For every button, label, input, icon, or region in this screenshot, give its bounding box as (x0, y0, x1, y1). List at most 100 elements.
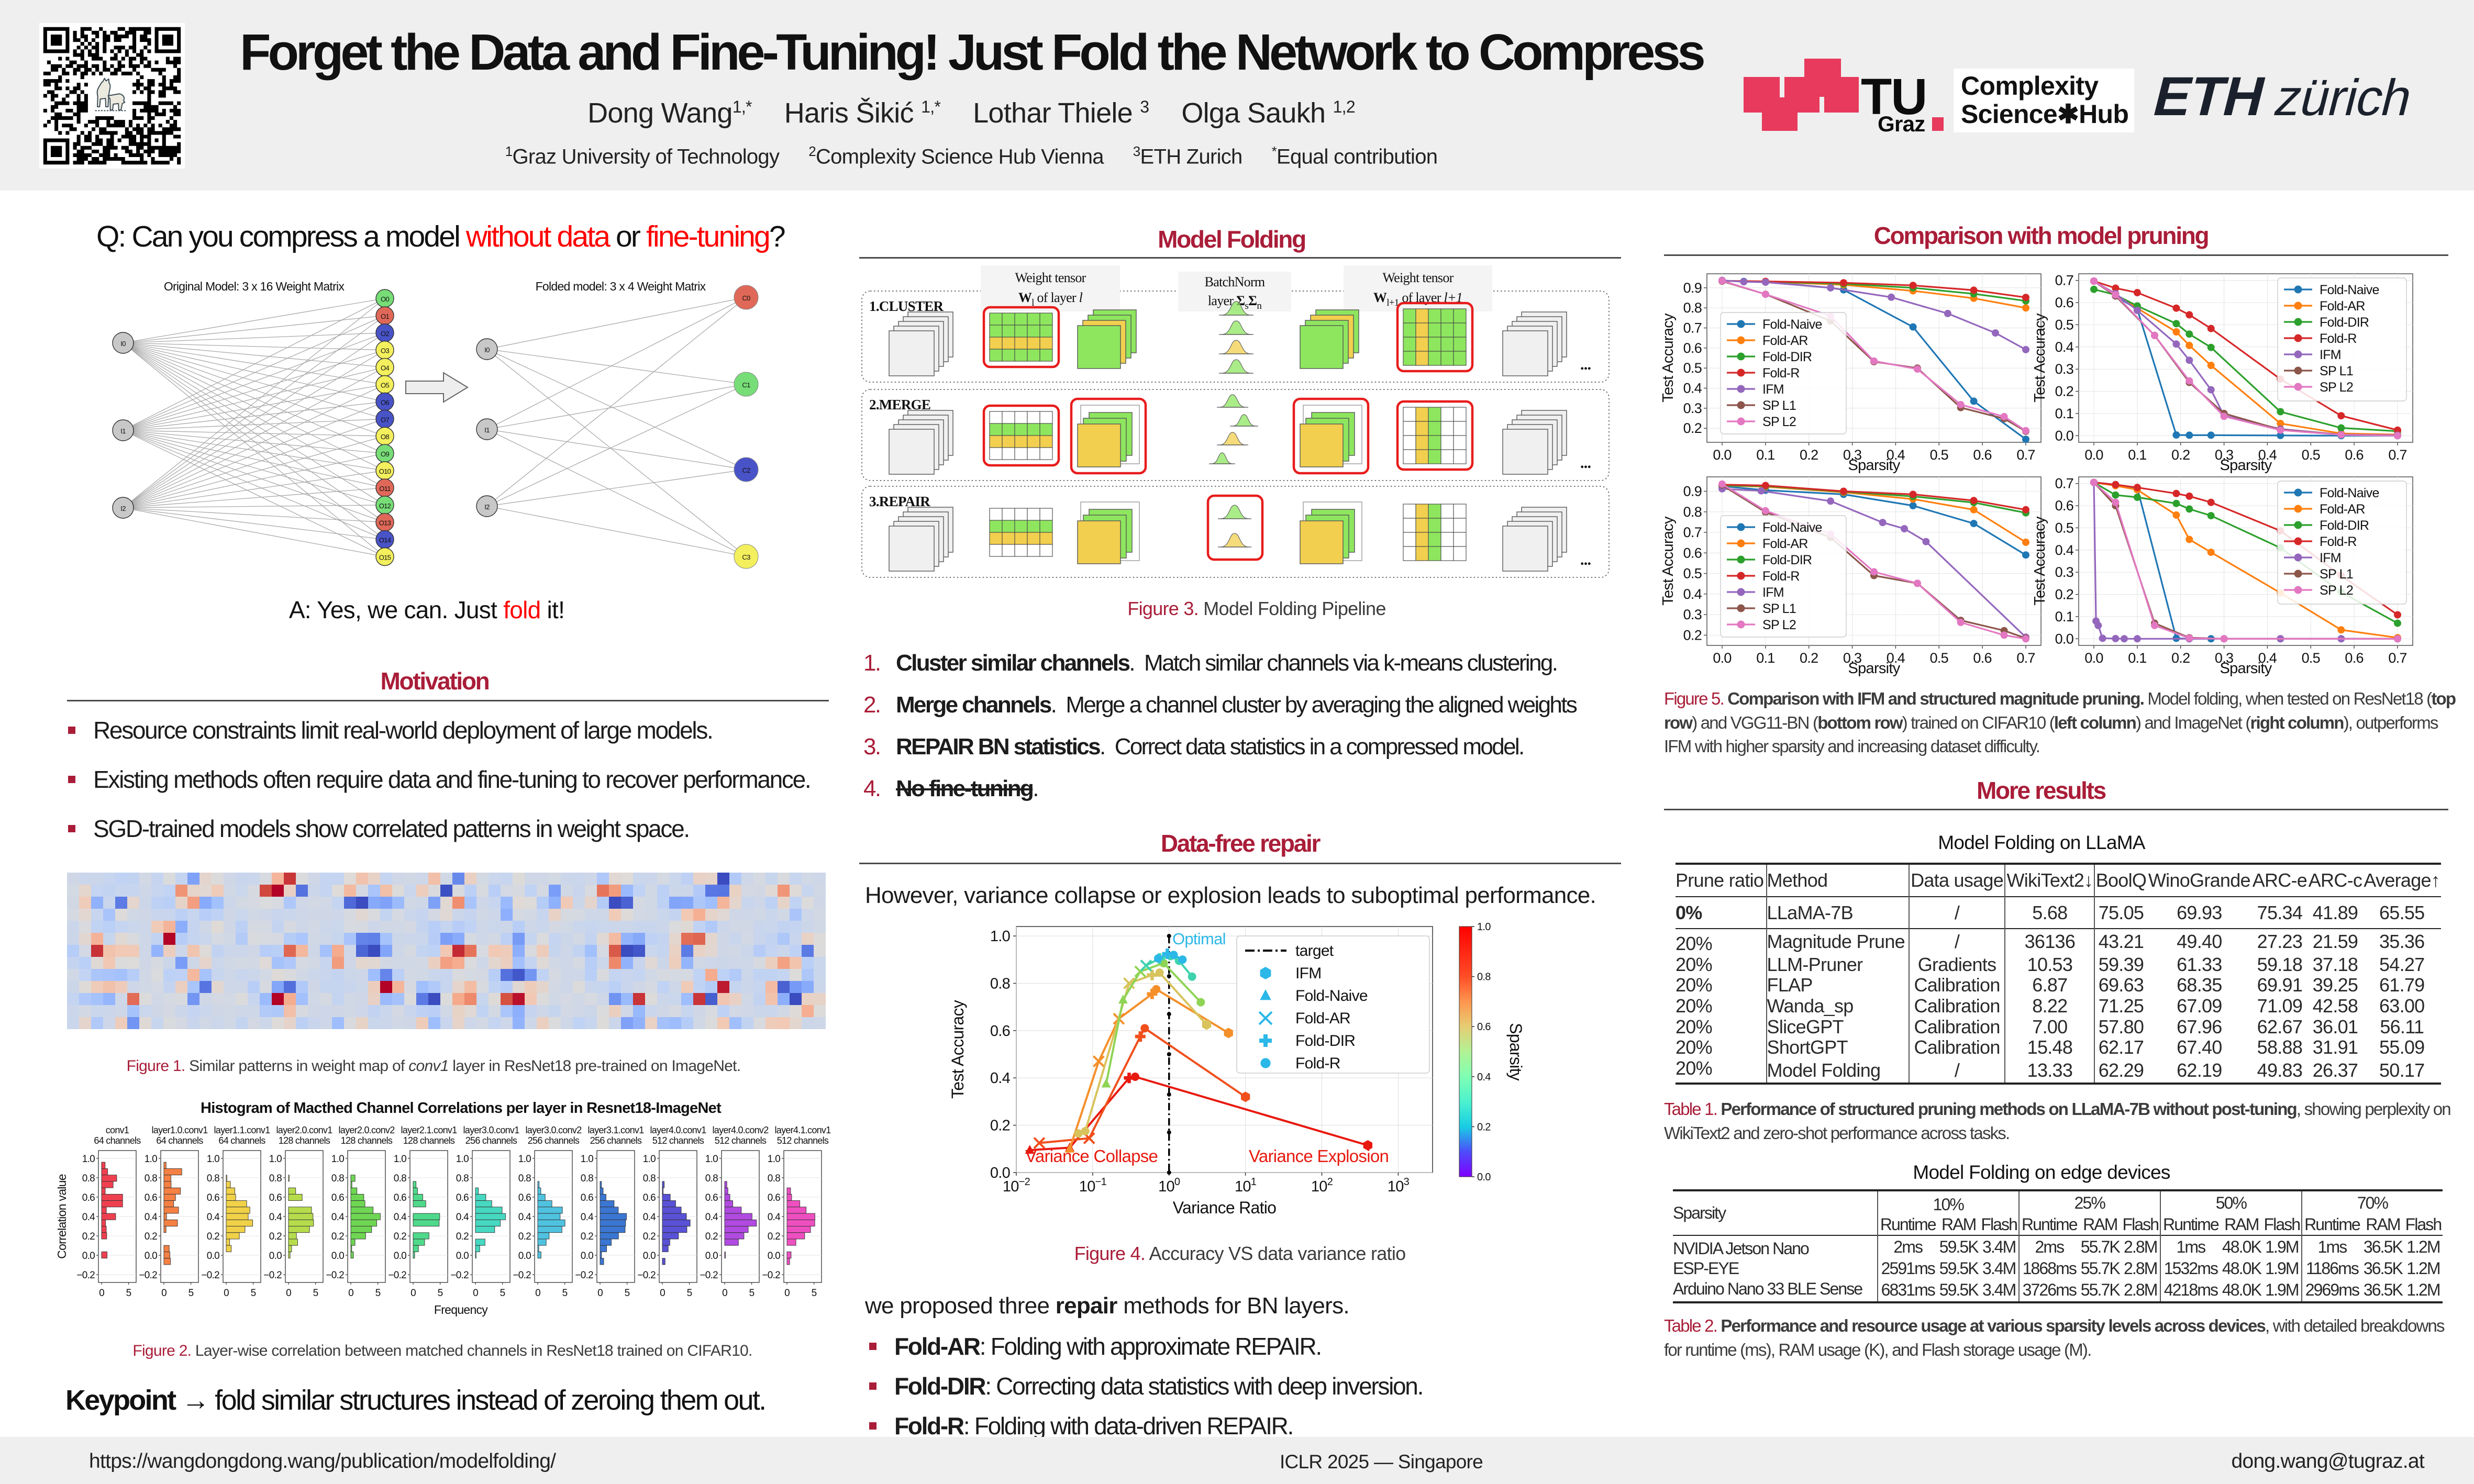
svg-text:...: ... (1580, 551, 1591, 568)
svg-text:Test Accuracy: Test Accuracy (1660, 313, 1677, 403)
svg-text:0.5: 0.5 (1930, 447, 1948, 463)
svg-text:0.0: 0.0 (2084, 650, 2103, 666)
svg-text:1.0: 1.0 (394, 1154, 406, 1165)
svg-text:0.7: 0.7 (2388, 650, 2406, 666)
svg-text:0: 0 (784, 1288, 790, 1299)
svg-text:I0: I0 (484, 346, 490, 354)
svg-text:O3: O3 (381, 347, 389, 355)
svg-text:10−2: 10−2 (1003, 1176, 1030, 1195)
svg-text:layer3.0.conv1: layer3.0.conv1 (463, 1125, 520, 1135)
svg-text:0.2: 0.2 (207, 1231, 219, 1242)
svg-text:SP L2: SP L2 (2320, 583, 2353, 598)
svg-text:Fold-R: Fold-R (2320, 534, 2357, 549)
svg-text:O11: O11 (379, 485, 391, 493)
svg-text:Fold-R: Fold-R (1762, 569, 1800, 584)
svg-text:0.2: 0.2 (456, 1231, 469, 1242)
svg-text:IFM: IFM (1762, 382, 1784, 397)
svg-text:O7: O7 (381, 416, 389, 423)
svg-text:0.6: 0.6 (2055, 295, 2073, 310)
svg-text:101: 101 (1235, 1176, 1257, 1195)
svg-text:Complexity: Complexity (1961, 71, 2099, 101)
svg-text:0.4: 0.4 (518, 1212, 531, 1223)
svg-text:0.4: 0.4 (145, 1212, 158, 1223)
svg-text:1.0: 1.0 (269, 1154, 282, 1165)
svg-text:0: 0 (161, 1288, 167, 1299)
svg-text:0.7: 0.7 (1683, 320, 1702, 336)
svg-text:0.2: 0.2 (2055, 587, 2073, 602)
svg-text:0.8: 0.8 (581, 1173, 593, 1184)
svg-text:100: 100 (1158, 1176, 1180, 1195)
svg-text:0.6: 0.6 (990, 1023, 1010, 1040)
svg-text:0.3: 0.3 (2055, 564, 2073, 580)
svg-text:1.0: 1.0 (768, 1154, 780, 1165)
svg-text:Sparsity: Sparsity (2220, 660, 2272, 677)
svg-text:Fold-AR: Fold-AR (2320, 502, 2365, 517)
svg-text:−0.2: −0.2 (76, 1270, 95, 1281)
svg-text:Fold-AR: Fold-AR (1762, 333, 1808, 348)
svg-text:Fold-DIR: Fold-DIR (1295, 1032, 1355, 1050)
svg-text:I1: I1 (484, 426, 490, 434)
svg-text:SP L1: SP L1 (1762, 601, 1796, 616)
svg-text:0.6: 0.6 (581, 1192, 593, 1203)
svg-text:1.CLUSTER: 1.CLUSTER (869, 298, 944, 314)
svg-text:0.1: 0.1 (2055, 609, 2073, 624)
svg-text:Fold-AR: Fold-AR (2320, 299, 2365, 314)
svg-text:3.REPAIR: 3.REPAIR (869, 494, 930, 509)
svg-text:5: 5 (812, 1288, 817, 1299)
svg-text:0.3: 0.3 (1683, 400, 1702, 416)
svg-text:−0.2: −0.2 (263, 1270, 282, 1281)
svg-text:O6: O6 (381, 398, 389, 406)
svg-text:0.3: 0.3 (1843, 650, 1861, 666)
svg-text:0: 0 (597, 1288, 603, 1299)
svg-text:0.4: 0.4 (1887, 650, 1905, 666)
svg-text:Science✱Hub: Science✱Hub (1961, 99, 2128, 129)
svg-text:I1: I1 (120, 427, 126, 435)
svg-text:0.4: 0.4 (456, 1212, 469, 1223)
svg-text:0.8: 0.8 (1683, 300, 1702, 316)
svg-text:0: 0 (286, 1288, 291, 1299)
svg-text:layer2.0.conv2: layer2.0.conv2 (339, 1125, 395, 1135)
svg-text:1.0: 1.0 (456, 1154, 469, 1165)
svg-text:layer3.1.conv1: layer3.1.conv1 (588, 1125, 645, 1135)
svg-text:0.4: 0.4 (1683, 381, 1702, 396)
svg-text:64 channels: 64 channels (156, 1135, 203, 1146)
svg-text:0.2: 0.2 (394, 1231, 406, 1242)
svg-text:I0: I0 (120, 340, 126, 348)
svg-text:0: 0 (660, 1288, 665, 1299)
svg-text:0.9: 0.9 (1683, 484, 1702, 499)
svg-text:0.6: 0.6 (1477, 1021, 1491, 1033)
svg-text:0.4: 0.4 (2055, 339, 2074, 355)
svg-text:...: ... (1580, 356, 1591, 373)
svg-text:SP L1: SP L1 (2320, 364, 2353, 378)
svg-text:0.8: 0.8 (768, 1173, 780, 1184)
svg-text:0.0: 0.0 (456, 1251, 469, 1262)
svg-text:5: 5 (562, 1288, 568, 1299)
svg-text:1.0: 1.0 (145, 1154, 157, 1165)
svg-text:Fold-DIR: Fold-DIR (1762, 553, 1812, 567)
svg-text:0.3: 0.3 (1843, 447, 1861, 463)
svg-text:C3: C3 (742, 553, 750, 561)
svg-text:O0: O0 (381, 295, 389, 303)
svg-text:0: 0 (411, 1288, 416, 1299)
svg-text:0.4: 0.4 (394, 1212, 407, 1223)
svg-text:128 channels: 128 channels (403, 1135, 455, 1146)
svg-text:Original Model: 3 x 16 Weight: Original Model: 3 x 16 Weight Matrix (164, 280, 345, 293)
svg-text:0.2: 0.2 (1683, 420, 1702, 436)
svg-text:10−1: 10−1 (1079, 1176, 1107, 1195)
svg-text:I2: I2 (484, 503, 490, 511)
svg-text:C1: C1 (742, 381, 750, 389)
svg-text:0.8: 0.8 (705, 1173, 718, 1184)
svg-text:−0.2: −0.2 (700, 1270, 718, 1281)
svg-text:0.8: 0.8 (990, 976, 1010, 992)
svg-text:0.2: 0.2 (581, 1231, 593, 1242)
svg-text:Fold-Naive: Fold-Naive (2320, 283, 2379, 297)
svg-text:0.2: 0.2 (643, 1231, 656, 1242)
svg-text:0.7: 0.7 (2016, 447, 2035, 463)
svg-text:0.6: 0.6 (1683, 340, 1702, 356)
svg-text:Folded model: 3 x 4 Weight Mat: Folded model: 3 x 4 Weight Matrix (536, 280, 706, 293)
svg-text:0.0: 0.0 (2055, 428, 2073, 443)
svg-text:0.7: 0.7 (2055, 476, 2073, 492)
svg-text:0.8: 0.8 (207, 1173, 219, 1184)
svg-text:layer2.0.conv1: layer2.0.conv1 (276, 1125, 333, 1135)
svg-text:0.2: 0.2 (1800, 650, 1818, 666)
